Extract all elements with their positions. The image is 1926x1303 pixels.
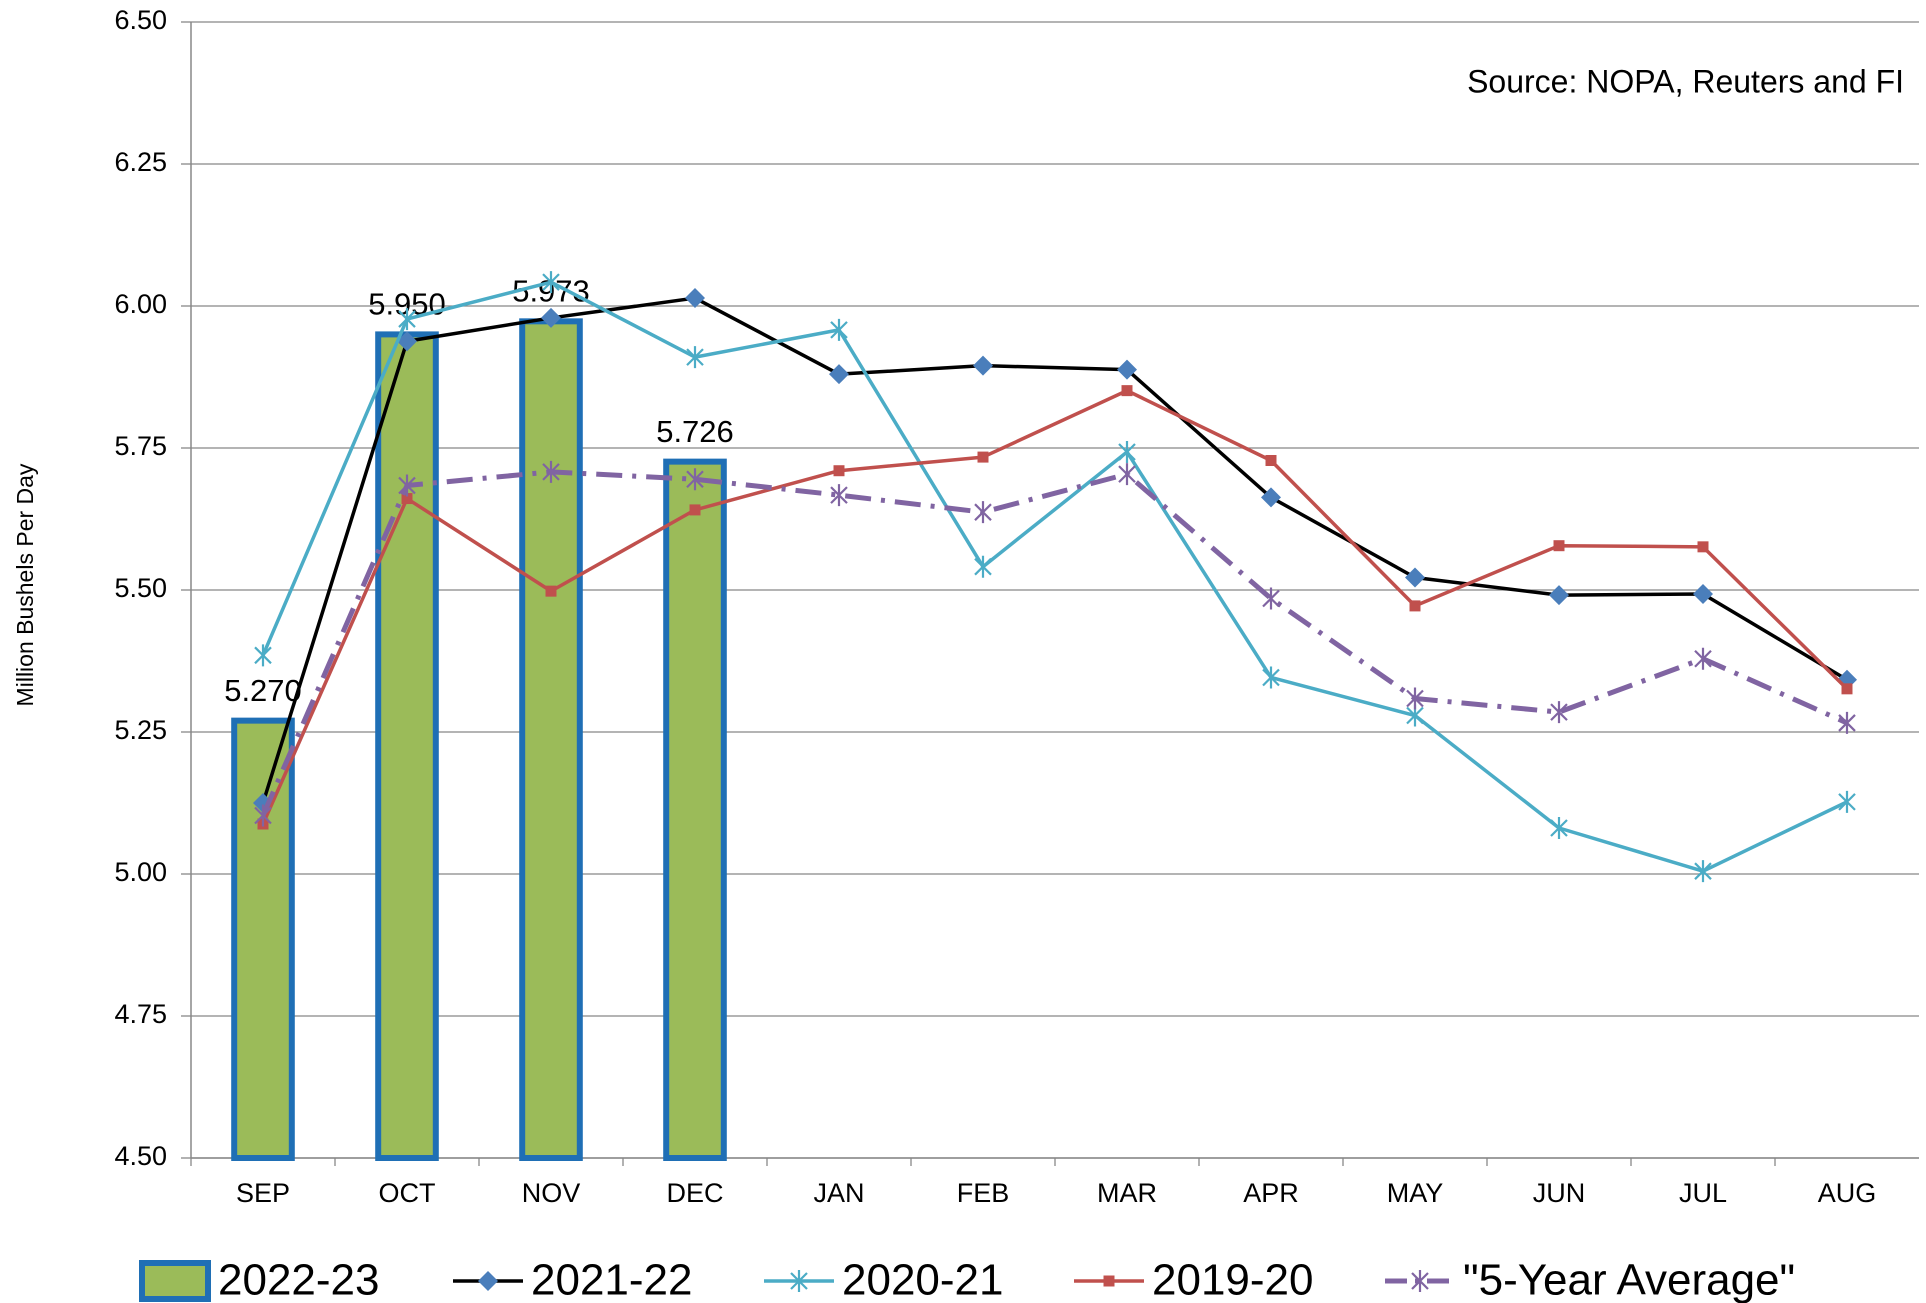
marker (1103, 1275, 1115, 1287)
marker (1262, 587, 1280, 610)
legend-label: 2022-23 (218, 1256, 379, 1303)
y-tick-label: 5.50 (114, 573, 167, 603)
bar (231, 717, 295, 1161)
marker (541, 307, 561, 328)
line (261, 280, 1848, 873)
marker (1265, 454, 1277, 466)
annotation: Source: NOPA, Reuters and FI (1467, 63, 1904, 99)
marker (1841, 683, 1853, 695)
y-tick-label: 4.75 (114, 999, 167, 1029)
marker (398, 308, 416, 331)
marker (689, 504, 701, 516)
series-1 (253, 288, 1857, 813)
marker (254, 644, 272, 667)
y-tick-label: 5.00 (114, 857, 167, 887)
marker (542, 460, 560, 483)
marker (974, 501, 992, 524)
bar (663, 458, 727, 1161)
y-axis-label: Million Bushels Per Day (12, 463, 38, 706)
marker (1553, 540, 1565, 552)
line (261, 388, 1849, 825)
legend-label: 2020-21 (842, 1256, 1003, 1303)
marker (398, 474, 416, 497)
marker (1411, 1270, 1429, 1292)
marker (397, 331, 417, 352)
marker (790, 1270, 808, 1292)
marker (974, 555, 992, 578)
line (260, 469, 1849, 817)
marker (1693, 583, 1713, 604)
x-tick-label: APR (1243, 1178, 1299, 1208)
series-2 (254, 271, 1856, 883)
marker (977, 451, 989, 463)
x-tick-label: SEP (236, 1178, 290, 1208)
line (261, 296, 1848, 804)
marker (830, 484, 848, 507)
x-tick-label: OCT (379, 1178, 436, 1208)
series-4 (254, 460, 1856, 827)
marker (1118, 440, 1136, 463)
legend-label: 2019-20 (1152, 1256, 1313, 1303)
marker (1118, 463, 1136, 486)
bar (519, 318, 583, 1161)
marker (1121, 385, 1133, 397)
legend-label: 2021-22 (531, 1256, 692, 1303)
marker (401, 493, 413, 505)
marker (686, 468, 704, 491)
x-tick-label: AUG (1818, 1178, 1877, 1208)
marker (1262, 666, 1280, 689)
marker (833, 465, 845, 477)
x-tick-label: MAR (1097, 1178, 1157, 1208)
x-tick-label: JUL (1679, 1178, 1727, 1208)
marker (254, 804, 272, 827)
marker (1549, 585, 1569, 606)
y-tick-label: 4.50 (114, 1141, 167, 1171)
y-tick-label: 5.75 (114, 431, 167, 461)
marker (829, 364, 849, 385)
x-tick-label: FEB (957, 1178, 1010, 1208)
bar (375, 331, 439, 1161)
marker (1697, 541, 1709, 553)
marker (1261, 487, 1281, 508)
x-tick-label: MAY (1387, 1178, 1444, 1208)
marker (1406, 687, 1424, 710)
x-tick-label: JUN (1533, 1178, 1586, 1208)
x-tick-label: NOV (522, 1178, 581, 1208)
marker (1838, 711, 1856, 734)
data-label: 5.726 (656, 414, 734, 449)
marker (1405, 567, 1425, 588)
marker (686, 346, 704, 369)
marker (1409, 600, 1421, 612)
marker (1550, 701, 1568, 724)
marker (973, 355, 993, 376)
marker (830, 318, 848, 341)
data-label: 5.270 (224, 673, 302, 708)
marker (1694, 647, 1712, 670)
marker (478, 1271, 498, 1291)
y-tick-label: 6.25 (114, 147, 167, 177)
x-tick-label: DEC (666, 1178, 723, 1208)
legend-label: "5-Year Average" (1463, 1256, 1795, 1303)
y-tick-label: 6.00 (114, 289, 167, 319)
x-tick-label: JAN (813, 1178, 864, 1208)
marker (1550, 816, 1568, 839)
marker (545, 585, 557, 597)
y-tick-label: 5.25 (114, 715, 167, 745)
marker (685, 288, 705, 309)
legend-swatch (139, 1260, 211, 1302)
marker (1694, 860, 1712, 883)
y-tick-label: 6.50 (114, 5, 167, 35)
marker (542, 271, 560, 294)
marker (1117, 359, 1137, 380)
marker (1838, 790, 1856, 813)
